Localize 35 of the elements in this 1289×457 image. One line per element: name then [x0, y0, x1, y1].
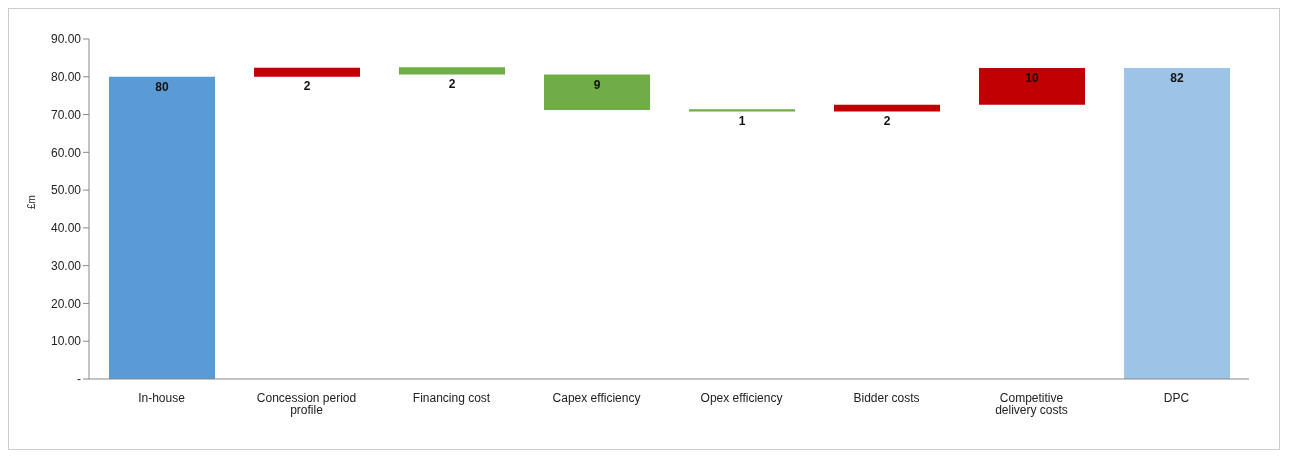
y-tick-label: 90.00: [50, 32, 82, 47]
x-tick-label: Bidder costs: [853, 390, 920, 405]
bar: [834, 104, 940, 112]
bar: [689, 109, 795, 112]
x-tick-label: Opex efficiency: [700, 390, 783, 405]
bar: [254, 67, 360, 77]
y-tick-label: 60.00: [50, 145, 82, 160]
data-label: 2: [448, 76, 456, 91]
data-label: 9: [593, 77, 601, 92]
x-tick-label: Capex efficiency: [552, 390, 641, 405]
data-label: 10: [1025, 71, 1039, 86]
bar: [979, 68, 1085, 105]
y-tick-label: 70.00: [50, 107, 82, 122]
bar: [1124, 68, 1230, 379]
bar: [544, 74, 650, 111]
bar: [109, 76, 215, 379]
data-label: 1: [738, 113, 746, 128]
y-tick-label: 50.00: [50, 183, 82, 198]
x-tick-label: Competitive delivery costs: [995, 390, 1068, 417]
y-tick-label: 30.00: [50, 258, 82, 273]
y-tick-label: -: [77, 372, 81, 387]
y-tick-label: 20.00: [50, 296, 82, 311]
y-axis-title: £m: [25, 195, 37, 209]
x-tick-label: Financing cost: [412, 390, 491, 405]
data-label: 2: [883, 113, 891, 128]
x-tick-label: In-house: [138, 390, 186, 405]
data-label: 82: [1170, 71, 1184, 86]
x-tick-label: Concession period profile: [256, 390, 357, 417]
data-label: 2: [303, 78, 311, 93]
x-tick-label: DPC: [1163, 390, 1190, 405]
bar: [399, 67, 505, 75]
y-tick-label: 40.00: [50, 221, 82, 236]
data-label: 80: [155, 79, 169, 94]
y-tick-label: 10.00: [50, 334, 82, 349]
y-tick-label: 80.00: [50, 70, 82, 85]
